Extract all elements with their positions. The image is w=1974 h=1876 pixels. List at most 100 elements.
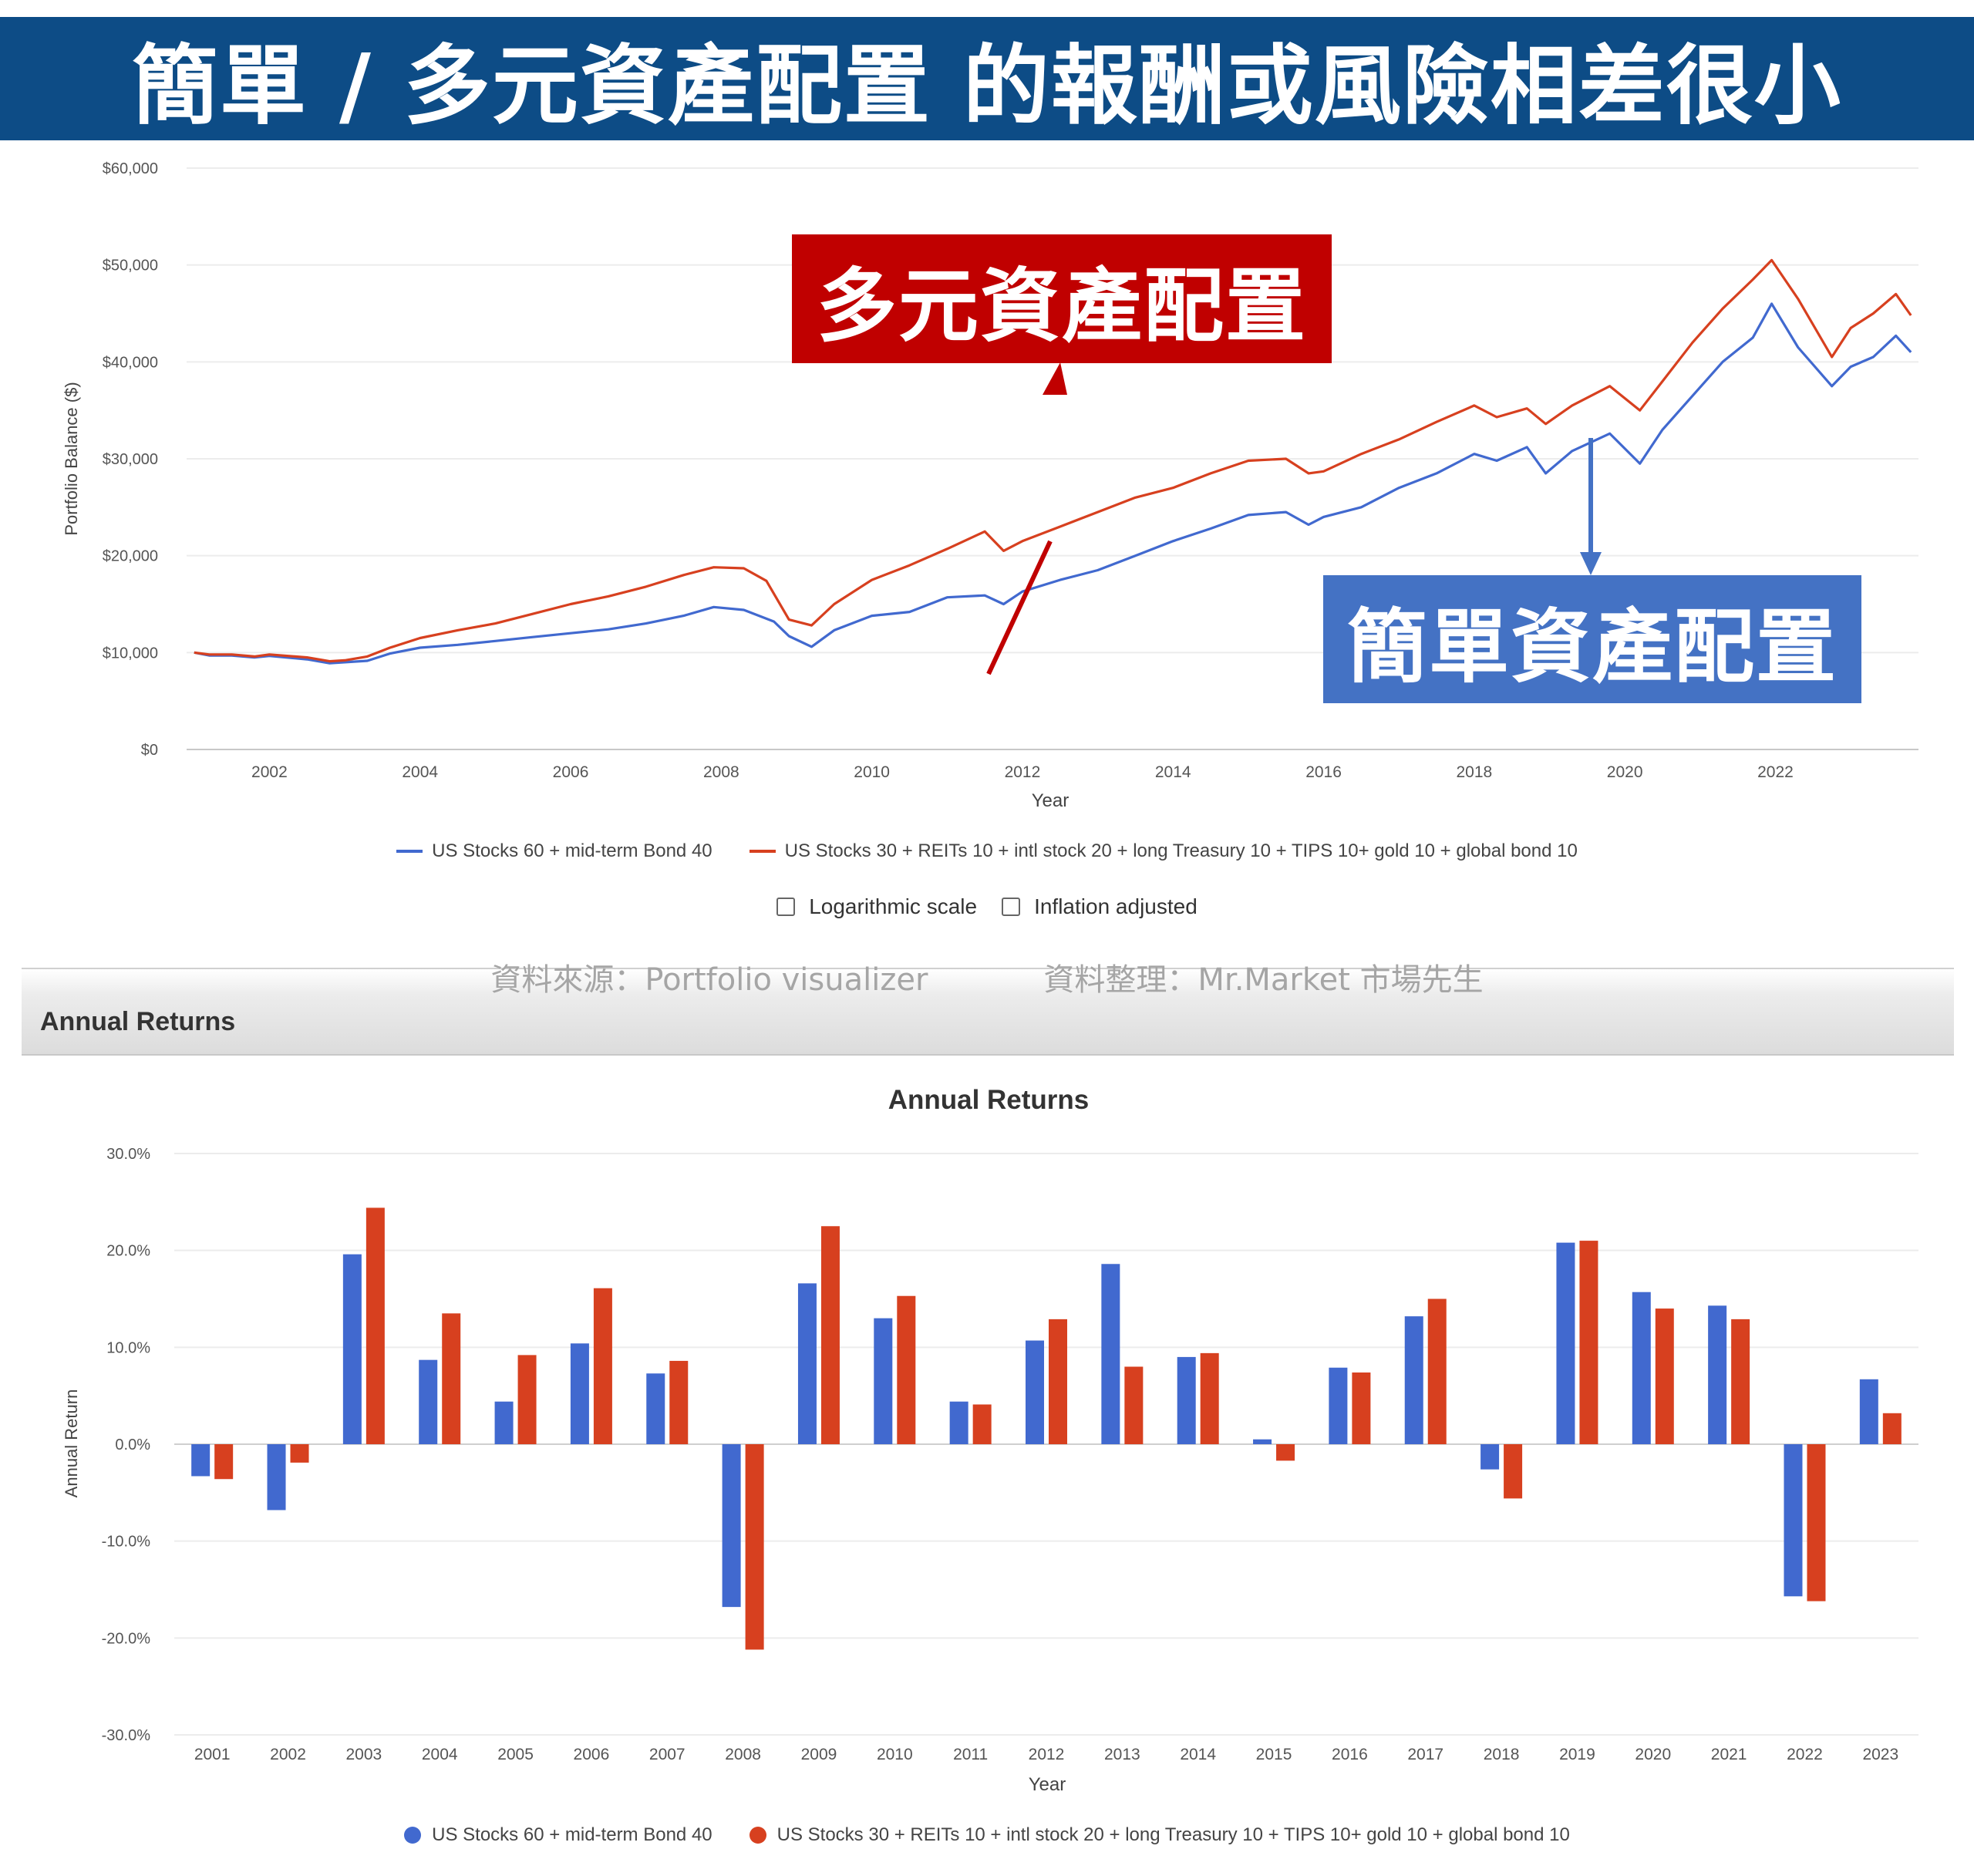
bar-2008-series2[interactable] bbox=[745, 1444, 764, 1650]
bar-2006-series1[interactable] bbox=[570, 1343, 589, 1444]
log-scale-checkbox[interactable] bbox=[776, 898, 796, 916]
top-x-tick-label: 2014 bbox=[1155, 763, 1191, 781]
bar-2005-series1[interactable] bbox=[494, 1401, 514, 1444]
bar-2020-series1[interactable] bbox=[1632, 1292, 1651, 1444]
bottom-x-tick-label: 2009 bbox=[801, 1746, 837, 1763]
top-x-tick-label: 2004 bbox=[402, 763, 438, 781]
bar-2006-series2[interactable] bbox=[593, 1288, 612, 1444]
bar-2020-series2[interactable] bbox=[1655, 1308, 1674, 1444]
legend-item-series2[interactable]: US Stocks 30 + REITs 10 + intl stock 20 … bbox=[749, 840, 1578, 862]
top-x-tick-label: 2022 bbox=[1757, 763, 1794, 781]
bar-2022-series2[interactable] bbox=[1807, 1444, 1826, 1602]
bar-2004-series1[interactable] bbox=[419, 1359, 438, 1444]
top-x-axis-label: Year bbox=[1032, 790, 1070, 811]
bottom-y-tick-label: -30.0% bbox=[102, 1727, 151, 1744]
bar-2017-series1[interactable] bbox=[1404, 1316, 1423, 1444]
bar-2018-series1[interactable] bbox=[1480, 1444, 1500, 1470]
bottom-x-tick-label: 2022 bbox=[1787, 1746, 1823, 1763]
top-y-tick-label: $60,000 bbox=[103, 160, 158, 177]
bottom-y-tick-label: -10.0% bbox=[102, 1534, 151, 1551]
bar-2017-series2[interactable] bbox=[1427, 1298, 1447, 1445]
inflation-option[interactable]: Inflation adjusted bbox=[1002, 894, 1198, 919]
legend-dot-blue bbox=[404, 1827, 422, 1844]
top-x-tick-label: 2002 bbox=[251, 763, 288, 781]
top-x-tick-label: 2018 bbox=[1456, 763, 1492, 781]
bar-2023-series2[interactable] bbox=[1882, 1413, 1902, 1444]
bottom-x-tick-label: 2016 bbox=[1332, 1746, 1368, 1763]
legend-label-series1-bars: US Stocks 60 + mid-term Bond 40 bbox=[432, 1824, 712, 1845]
legend-label-series2-bars: US Stocks 30 + REITs 10 + intl stock 20 … bbox=[776, 1824, 1570, 1845]
bar-2010-series2[interactable] bbox=[897, 1295, 916, 1444]
top-y-tick-label: $40,000 bbox=[103, 354, 158, 371]
bottom-x-tick-label: 2006 bbox=[574, 1746, 610, 1763]
bar-2007-series2[interactable] bbox=[669, 1360, 689, 1444]
section-title: Annual Returns bbox=[40, 1007, 236, 1036]
bottom-chart-title: Annual Returns bbox=[888, 1085, 1090, 1115]
bar-2019-series2[interactable] bbox=[1579, 1241, 1598, 1444]
legend-item-series2-bars[interactable]: US Stocks 30 + REITs 10 + intl stock 20 … bbox=[749, 1824, 1570, 1846]
bar-2014-series2[interactable] bbox=[1200, 1352, 1219, 1444]
bar-2014-series1[interactable] bbox=[1177, 1356, 1196, 1444]
top-y-tick-label: $10,000 bbox=[103, 645, 158, 662]
source-note: 資料來源：Portfolio visualizer 資料整理：Mr.Market… bbox=[0, 955, 1974, 999]
bar-2015-series1[interactable] bbox=[1253, 1439, 1272, 1444]
bottom-x-tick-label: 2017 bbox=[1407, 1746, 1443, 1763]
bottom-x-tick-label: 2023 bbox=[1862, 1746, 1898, 1763]
bottom-x-tick-label: 2014 bbox=[1180, 1746, 1216, 1763]
bar-2005-series2[interactable] bbox=[517, 1355, 537, 1444]
bar-2011-series1[interactable] bbox=[949, 1401, 968, 1444]
bar-2007-series1[interactable] bbox=[646, 1373, 665, 1444]
bar-2004-series2[interactable] bbox=[442, 1313, 461, 1444]
bottom-x-tick-label: 2005 bbox=[497, 1746, 534, 1763]
top-y-axis-label: Portfolio Balance ($) bbox=[62, 382, 81, 535]
bar-2021-series2[interactable] bbox=[1731, 1319, 1750, 1444]
bar-2001-series2[interactable] bbox=[214, 1444, 234, 1480]
bar-2011-series2[interactable] bbox=[972, 1404, 992, 1444]
top-y-tick-label: $20,000 bbox=[103, 548, 158, 565]
bar-2003-series2[interactable] bbox=[365, 1207, 385, 1444]
series-line-1[interactable] bbox=[194, 302, 1912, 665]
bottom-x-tick-label: 2019 bbox=[1559, 1746, 1595, 1763]
bar-2013-series2[interactable] bbox=[1124, 1366, 1144, 1444]
bar-2012-series1[interactable] bbox=[1026, 1340, 1044, 1444]
bottom-x-tick-label: 2015 bbox=[1256, 1746, 1292, 1763]
bottom-x-tick-label: 2010 bbox=[877, 1746, 913, 1763]
bar-2013-series1[interactable] bbox=[1101, 1264, 1120, 1444]
top-y-tick-label: $0 bbox=[141, 742, 158, 759]
bar-2009-series1[interactable] bbox=[797, 1283, 817, 1444]
bar-2002-series1[interactable] bbox=[267, 1444, 286, 1511]
compiled-text: 資料整理：Mr.Market 市場先生 bbox=[1043, 962, 1484, 998]
annual-returns-section-bar bbox=[22, 968, 1954, 1056]
legend-label-series2: US Stocks 30 + REITs 10 + intl stock 20 … bbox=[784, 840, 1578, 861]
source-text: 資料來源：Portfolio visualizer bbox=[490, 962, 928, 998]
bottom-y-axis-label: Annual Return bbox=[62, 1389, 81, 1498]
bar-2016-series2[interactable] bbox=[1352, 1372, 1371, 1444]
callout-diversified-allocation: 多元資產配置 bbox=[792, 234, 1332, 363]
legend-item-series1-bars[interactable]: US Stocks 60 + mid-term Bond 40 bbox=[404, 1824, 712, 1846]
bar-2021-series1[interactable] bbox=[1708, 1305, 1727, 1444]
bar-2010-series1[interactable] bbox=[874, 1318, 893, 1444]
bar-2015-series2[interactable] bbox=[1276, 1444, 1295, 1461]
bottom-y-ticks: -30.0% -20.0% -10.0% 0.0% 10.0% 20.0% 30.0% bbox=[102, 1146, 151, 1744]
bar-2012-series2[interactable] bbox=[1049, 1319, 1067, 1444]
callout-simple-allocation: 簡單資產配置 bbox=[1323, 575, 1861, 703]
bar-2019-series1[interactable] bbox=[1556, 1242, 1575, 1444]
inflation-checkbox[interactable] bbox=[1002, 898, 1021, 916]
legend-dot-red bbox=[749, 1827, 766, 1844]
log-scale-option[interactable]: Logarithmic scale bbox=[776, 894, 977, 919]
bar-2003-series1[interactable] bbox=[342, 1254, 362, 1444]
series-line-2[interactable] bbox=[194, 258, 1912, 663]
top-x-ticks: 2002 2004 2006 2008 2010 2012 2014 2016 2018 2020… bbox=[251, 763, 1794, 781]
bar-2022-series1[interactable] bbox=[1784, 1444, 1803, 1597]
bar-2009-series2[interactable] bbox=[820, 1226, 840, 1444]
bar-2023-series1[interactable] bbox=[1859, 1379, 1878, 1444]
arrow-to-diversified bbox=[986, 362, 1067, 675]
legend-item-series1[interactable]: US Stocks 60 + mid-term Bond 40 bbox=[396, 840, 712, 862]
bar-2008-series1[interactable] bbox=[722, 1444, 741, 1608]
bar-2001-series1[interactable] bbox=[191, 1444, 211, 1477]
bar-2018-series2[interactable] bbox=[1504, 1444, 1523, 1499]
bottom-x-tick-label: 2004 bbox=[422, 1746, 458, 1763]
bottom-x-tick-label: 2012 bbox=[1029, 1746, 1065, 1763]
bar-2002-series2[interactable] bbox=[290, 1444, 309, 1463]
bar-2016-series1[interactable] bbox=[1329, 1367, 1348, 1444]
